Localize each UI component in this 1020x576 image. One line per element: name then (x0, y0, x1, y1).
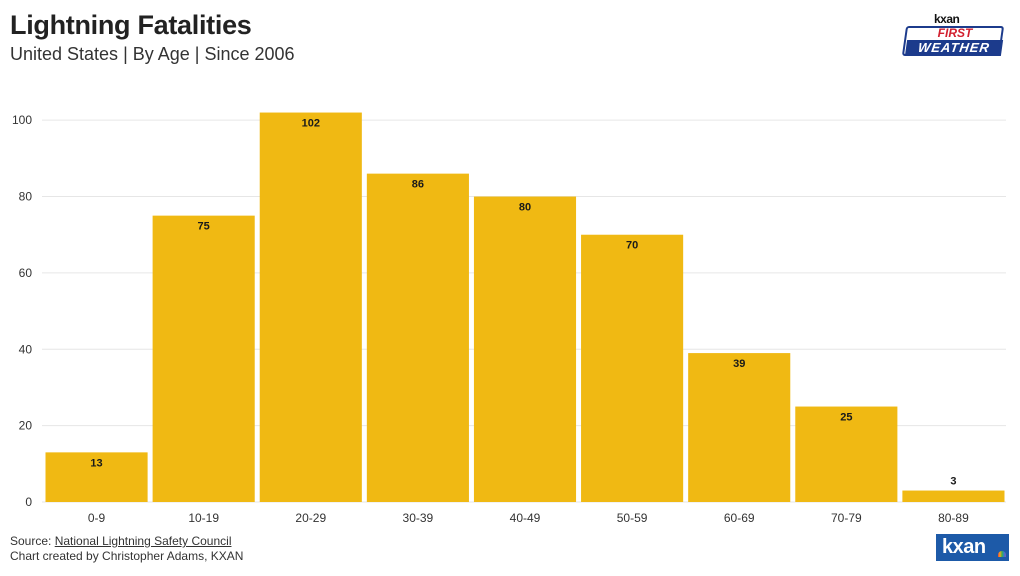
data-label: 102 (302, 118, 320, 130)
logo-kxan-text: kxan (934, 12, 960, 26)
data-label: 3 (950, 476, 956, 488)
y-tick-label: 80 (19, 190, 33, 204)
x-tick-label: 30-39 (403, 511, 434, 525)
bars (45, 112, 1005, 503)
bar-40-49 (473, 196, 577, 502)
data-labels: 13 75 102 86 80 70 39 25 3 (90, 118, 956, 488)
bar-70-79 (795, 406, 898, 502)
x-axis-ticks: 0-9 10-19 20-29 30-39 40-49 50-59 60-69 70-79 80… (88, 511, 969, 525)
y-axis-ticks: 0 20 40 60 80 100 (12, 113, 32, 509)
data-label: 80 (519, 202, 531, 214)
x-tick-label: 50-59 (617, 511, 648, 525)
data-label: 25 (840, 412, 852, 424)
source-line: Source: National Lightning Safety Counci… (10, 534, 243, 549)
data-label: 75 (198, 221, 210, 233)
kxan-logo: kxan (936, 534, 1009, 561)
kxan-logo-text: kxan (942, 536, 986, 558)
source-link[interactable]: National Lightning Safety Council (54, 534, 232, 548)
y-tick-label: 60 (19, 266, 33, 280)
y-tick-label: 100 (12, 113, 32, 127)
x-tick-label: 20-29 (295, 511, 326, 525)
bar-80-89 (902, 490, 1005, 502)
data-label: 39 (733, 358, 745, 370)
data-label: 86 (412, 179, 424, 191)
x-tick-label: 0-9 (88, 511, 106, 525)
bar-20-29 (259, 112, 362, 502)
data-label: 70 (626, 240, 638, 252)
y-tick-label: 20 (19, 419, 33, 433)
y-tick-label: 0 (25, 495, 32, 509)
first-warning-weather-logo: kxan FIRST WARNING WEATHER (901, 12, 1005, 58)
bar-60-69 (688, 353, 791, 502)
bar-50-59 (581, 234, 684, 502)
bar-10-19 (152, 215, 255, 503)
y-tick-label: 40 (19, 342, 33, 356)
bar-0-9 (45, 452, 148, 502)
source-prefix: Source: (10, 534, 55, 548)
credit-line: Chart created by Christopher Adams, KXAN (10, 549, 244, 563)
chart-subtitle: United States | By Age | Since 2006 (10, 44, 295, 64)
chart-footer: Source: National Lightning Safety Counci… (10, 534, 243, 564)
bar-30-39 (366, 173, 469, 503)
peacock-icon (998, 551, 1006, 557)
x-tick-label: 40-49 (510, 511, 541, 525)
data-label: 13 (90, 457, 102, 469)
x-tick-label: 60-69 (724, 511, 755, 525)
chart-title: Lightning Fatalities (10, 10, 252, 40)
x-tick-label: 80-89 (938, 511, 969, 525)
x-tick-label: 10-19 (188, 511, 219, 525)
x-tick-label: 70-79 (831, 511, 862, 525)
bar-chart: 0 20 40 60 80 100 13 75 102 86 80 70 39 25 3 0-9 10-19… (12, 112, 1006, 525)
